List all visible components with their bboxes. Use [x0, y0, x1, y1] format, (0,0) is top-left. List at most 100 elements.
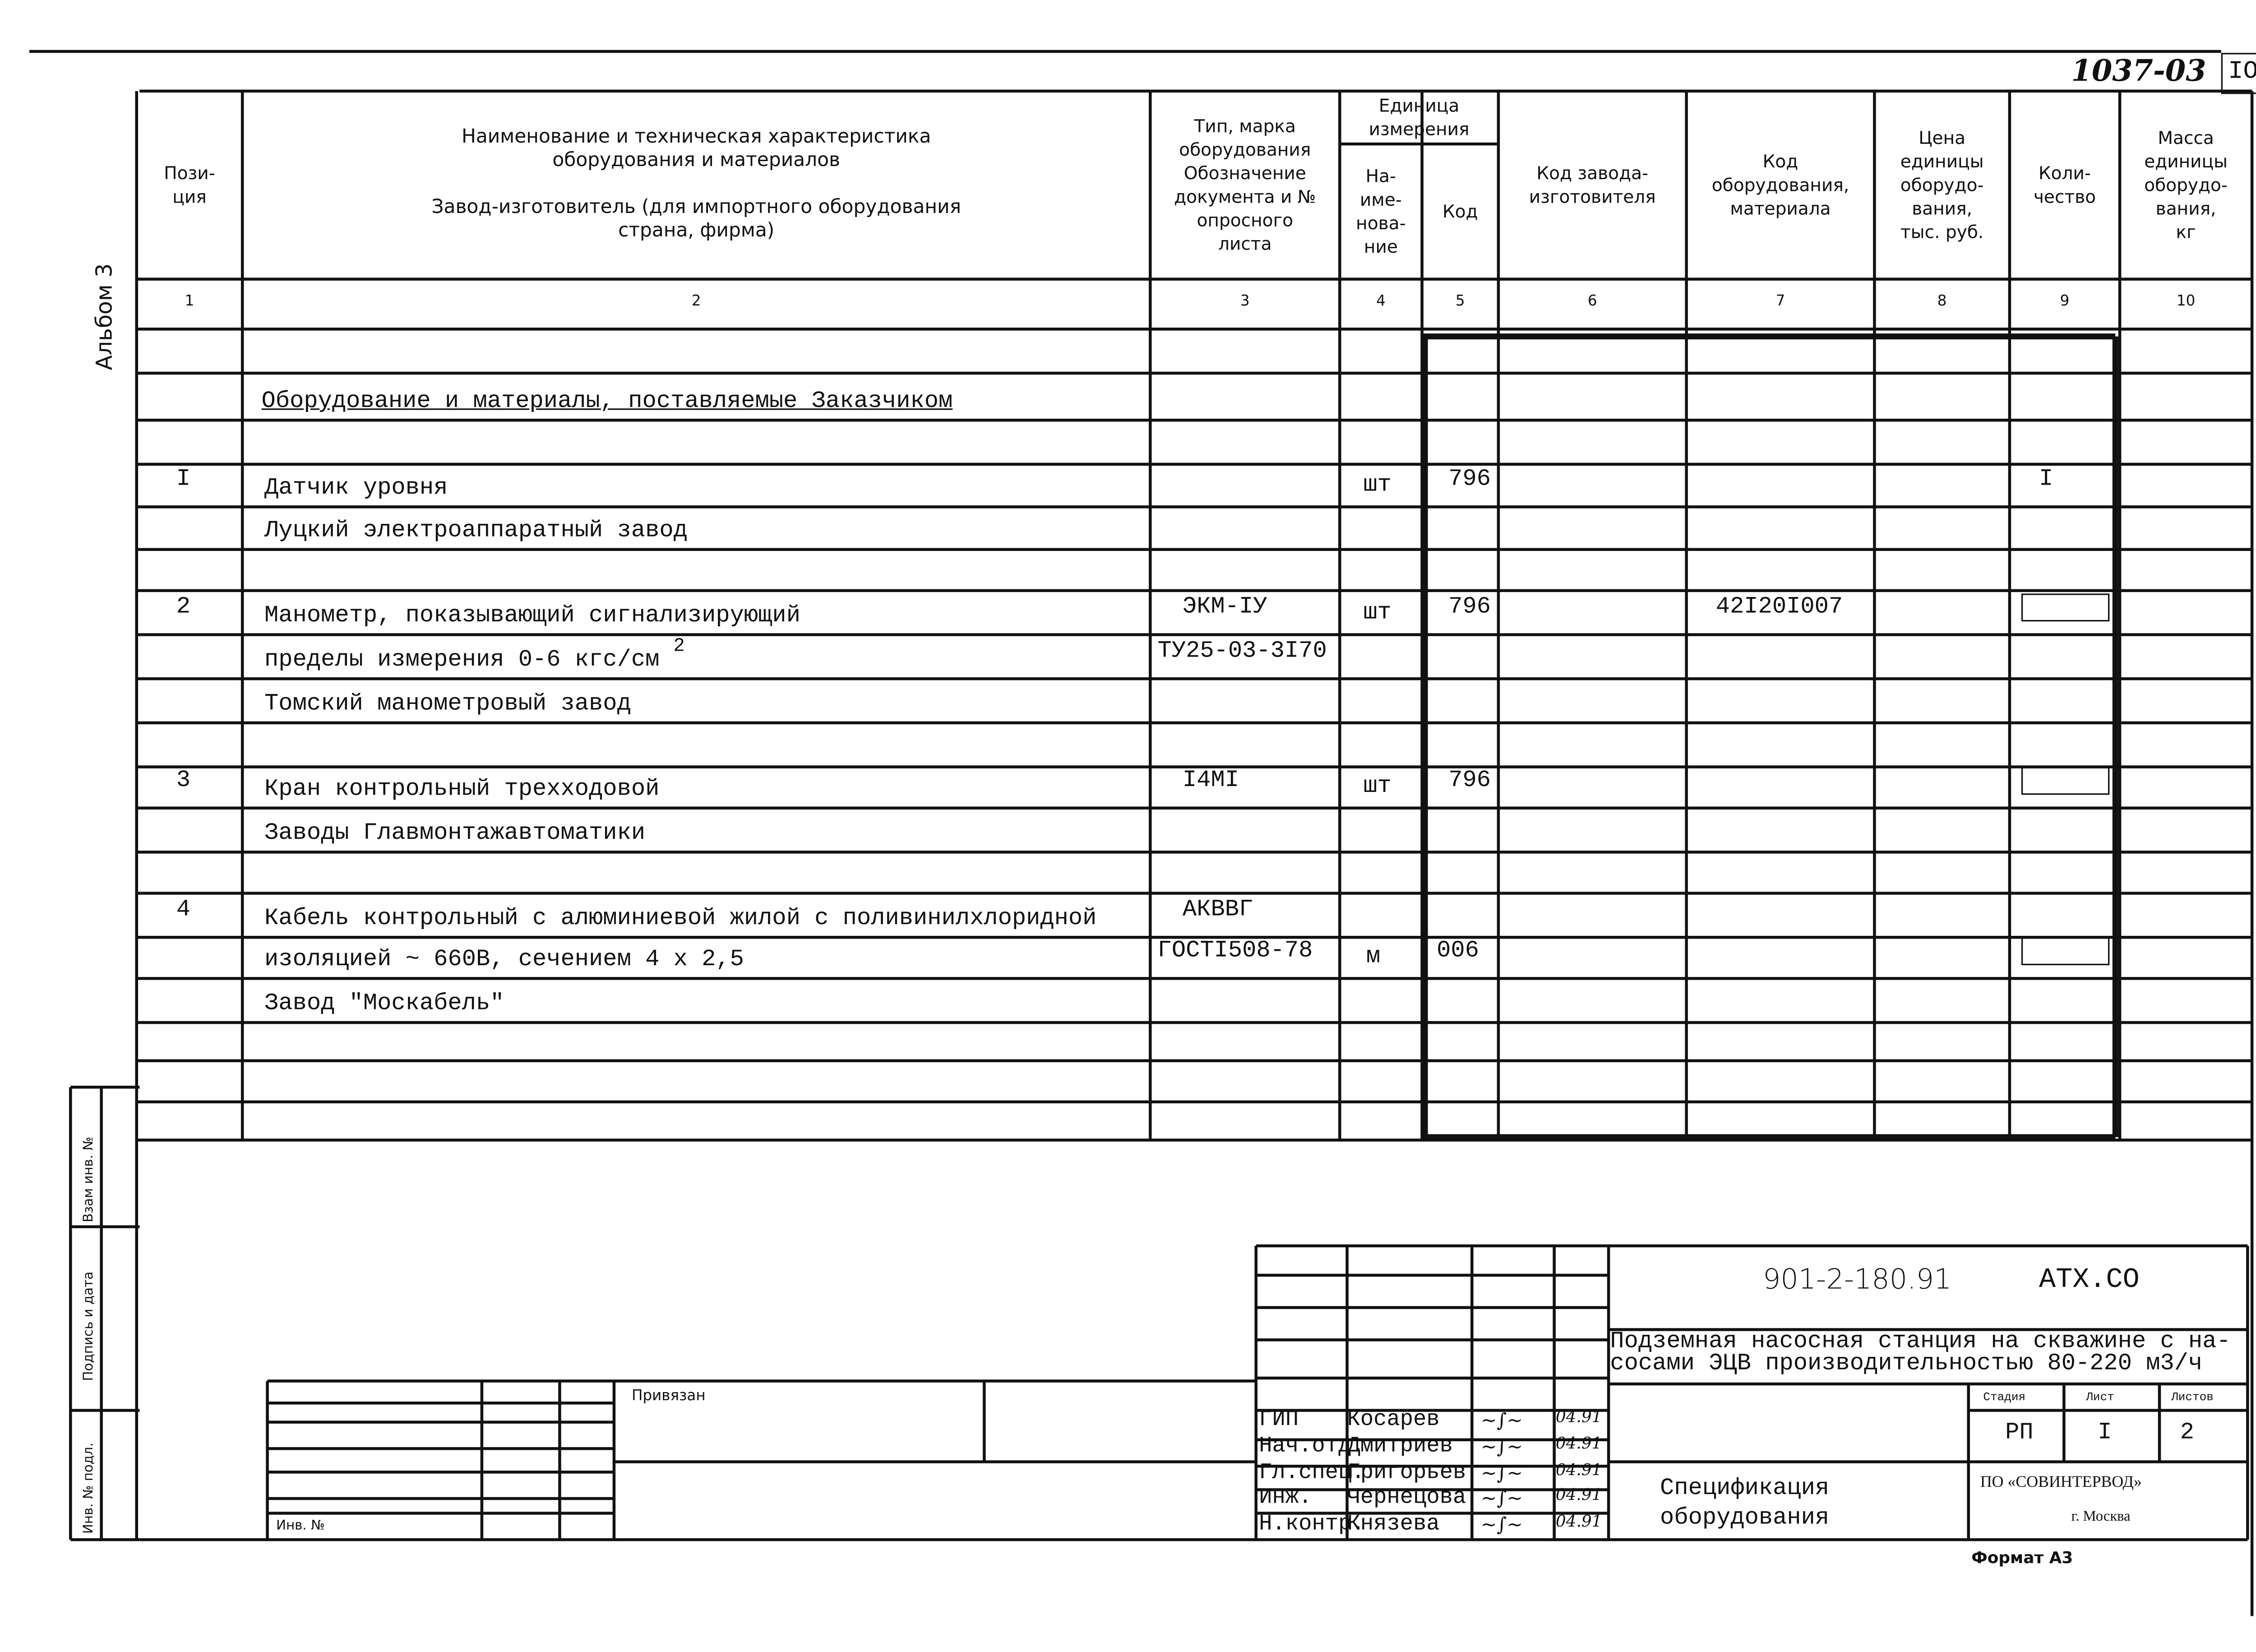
row-line	[136, 678, 2252, 680]
binding-row	[267, 1498, 614, 1499]
row-name: Кран контрольный трехходовой	[264, 776, 660, 802]
row-unit-name: шт	[1363, 599, 1392, 626]
column-line	[241, 91, 244, 1140]
tb-row	[1609, 1460, 2248, 1463]
header-type-mark: Тип, марка оборудования Обозначение доку…	[1174, 116, 1316, 255]
binding-left	[266, 1381, 269, 1540]
row-line	[136, 372, 2252, 374]
binding-col	[481, 1381, 483, 1540]
binding-row	[614, 1461, 1256, 1463]
row-line	[136, 892, 2252, 894]
row-quantity: I	[2039, 466, 2053, 492]
row-type-mark: ГОСТI508-78	[1157, 937, 1313, 964]
header-unit-name: На- име- нова- ние	[1356, 166, 1406, 257]
column-line	[2008, 91, 2011, 1140]
unit-group-line	[1340, 143, 1498, 145]
tb-right	[2246, 1245, 2249, 1540]
binding-col	[983, 1381, 985, 1462]
strip-divider	[100, 1087, 102, 1540]
row-line	[136, 1101, 2252, 1103]
column-number: 1	[185, 294, 194, 310]
handwritten-signature: ~∫~	[1480, 1410, 1523, 1433]
signature-date: 04.91	[1555, 1460, 1602, 1480]
row-type-mark: ЭКМ-IУ	[1182, 593, 1267, 620]
signature-name: Косарев	[1347, 1407, 1440, 1433]
row-line	[136, 977, 2252, 980]
project-title: Подземная насосная станция на скважине с…	[1610, 1328, 2231, 1377]
row-line	[136, 807, 2252, 809]
quantity-input-box[interactable]	[2021, 767, 2110, 795]
row-name: Кабель контрольный с алюминиевой жилой с…	[264, 905, 1097, 932]
tb-row	[1256, 1512, 1609, 1514]
organization: ПО «СОВИНТЕРВОД»	[1980, 1473, 2142, 1491]
row-line	[136, 851, 2252, 853]
column-number: 2	[691, 294, 701, 310]
row-unit-name: м	[1366, 943, 1381, 970]
column-number: 8	[1937, 294, 1947, 310]
strip-top	[70, 1086, 140, 1089]
header-manufacturer-code: Код завода- изготовителя	[1529, 163, 1656, 208]
row-unit-code: 796	[1448, 593, 1491, 620]
signature-name: Григорьев	[1347, 1460, 1466, 1485]
column-number: 3	[1240, 294, 1250, 310]
sheet-value: I	[2098, 1419, 2112, 1446]
strip-left	[69, 1087, 72, 1540]
highlight-box-top	[1422, 333, 2116, 340]
column-number: 9	[2060, 294, 2070, 310]
row-unit-code: 796	[1448, 767, 1491, 794]
binding-col	[558, 1381, 561, 1540]
frame-top	[29, 50, 2221, 53]
column-line	[1497, 91, 1500, 1140]
city: г. Москва	[2071, 1509, 2131, 1525]
binding-top	[267, 1379, 1256, 1383]
row-line	[136, 1060, 2252, 1062]
tb-row	[1256, 1489, 1609, 1491]
signature-role: Гл.спец.	[1259, 1460, 1365, 1485]
quantity-input-box[interactable]	[2021, 593, 2110, 622]
column-number: 10	[2176, 294, 2196, 310]
tb-row	[1256, 1439, 1609, 1441]
row-line	[136, 1139, 2252, 1141]
header-quantity: Коли- чество	[2033, 163, 2096, 208]
frame-right	[2250, 91, 2254, 1616]
row-line	[136, 463, 2252, 465]
header-position: Пози- ция	[164, 163, 215, 208]
row-name: Луцкий электроаппаратный завод	[264, 517, 688, 544]
sheet-number: IO	[2221, 53, 2256, 94]
signature-name: Дмитриев	[1347, 1434, 1453, 1459]
column-number: 5	[1455, 294, 1465, 310]
sheets-value: 2	[2180, 1419, 2194, 1446]
row-line	[136, 1022, 2252, 1023]
signature-date: 04.91	[1555, 1407, 1602, 1427]
header-unit-mass: Масса единицы оборудо- вания, кг	[2144, 128, 2228, 243]
tb-row	[1256, 1339, 1609, 1341]
highlight-box-bottom	[1422, 1134, 2116, 1140]
column-number: 7	[1775, 294, 1785, 310]
column-line	[1685, 91, 1687, 1140]
tb-row	[1968, 1409, 2248, 1411]
column-number: 6	[1587, 294, 1597, 310]
quantity-input-box[interactable]	[2021, 937, 2110, 966]
column-line	[1873, 91, 1876, 1140]
tb-row	[1256, 1274, 1609, 1276]
header-unit-code: Код	[1442, 201, 1478, 222]
header-unit-price: Цена единицы оборудо- вания, тыс. руб.	[1900, 128, 1984, 243]
strip-bottom	[70, 1538, 140, 1541]
tb-col	[1967, 1384, 1970, 1540]
column-line	[1421, 91, 1423, 1140]
tb-row	[1256, 1306, 1609, 1309]
handwritten-signature: ~∫~	[1480, 1514, 1523, 1537]
row-name: Датчик уровня	[264, 474, 448, 501]
handwritten-signature: ~∫~	[1480, 1488, 1523, 1510]
stage-label: Стадия	[1983, 1391, 2026, 1405]
stage-value: РП	[2005, 1419, 2034, 1446]
row-name: изоляцией ~ 660В, сечением 4 х 2,5	[264, 946, 744, 973]
row-name-sup: 2	[673, 635, 684, 668]
handwritten-signature: ~∫~	[1480, 1463, 1523, 1485]
row-name: Завод "Москабель"	[264, 990, 504, 1017]
mark: АТХ.СО	[2039, 1263, 2140, 1296]
highlight-box-left	[1422, 336, 1428, 1137]
superscript: 2	[673, 634, 685, 657]
strip-sep	[70, 1409, 140, 1412]
tb-row	[1256, 1377, 1609, 1379]
